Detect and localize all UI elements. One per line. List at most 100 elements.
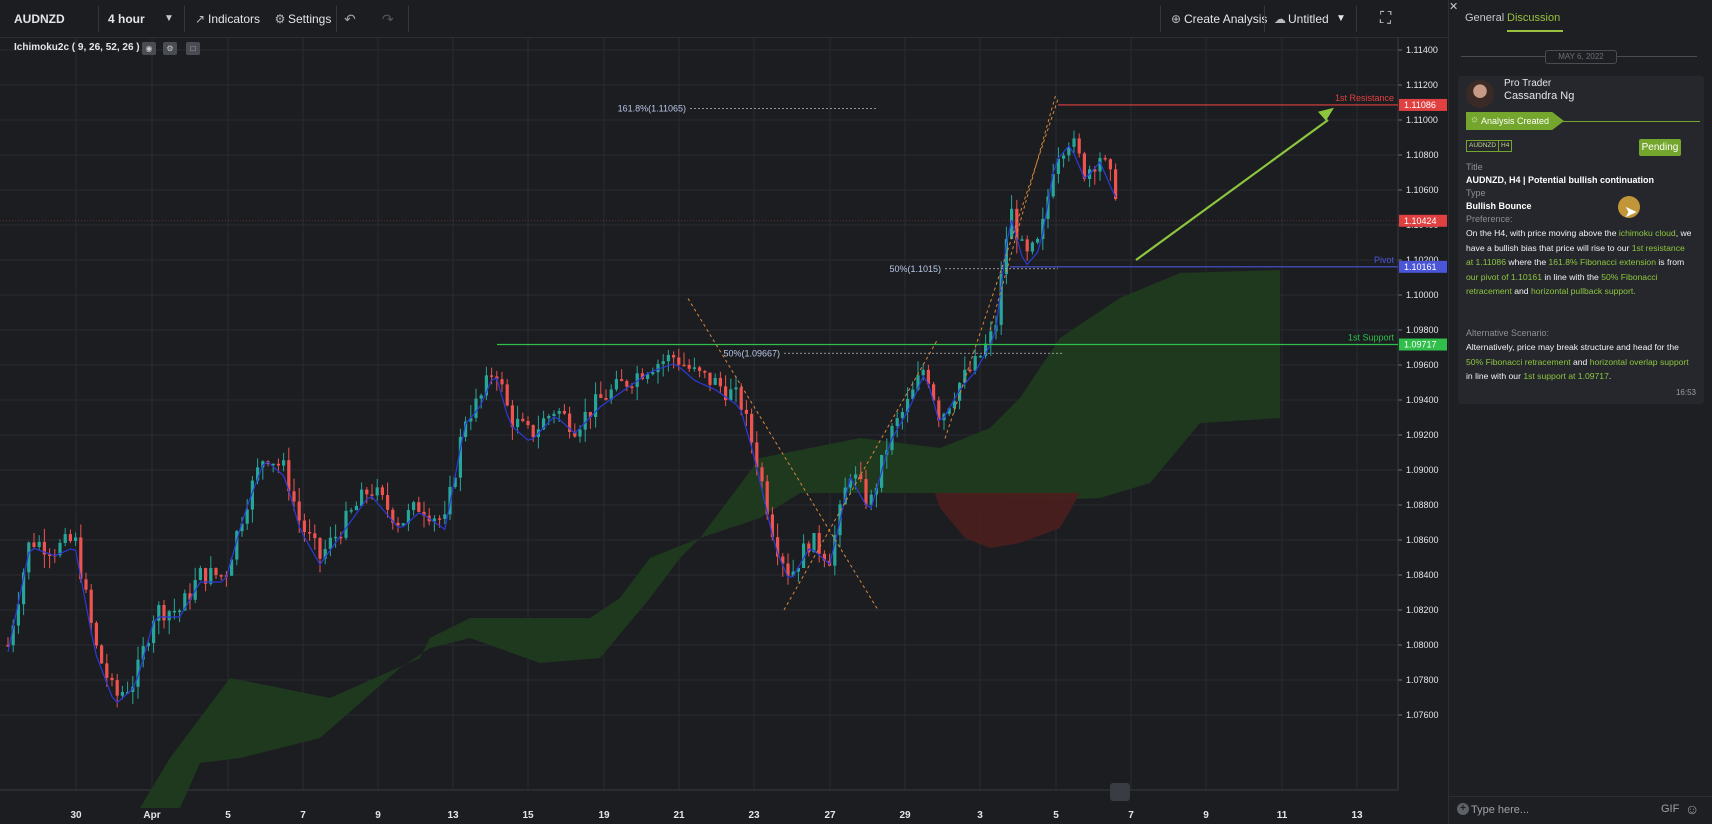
candle-body (58, 542, 62, 556)
candle-body (230, 559, 234, 576)
chevron-down-icon[interactable]: ▼ (164, 13, 174, 24)
candle-body (1114, 169, 1118, 200)
date-axis-label: 13 (1351, 810, 1363, 821)
candle-body (640, 373, 644, 379)
date-axis-label: 5 (1053, 810, 1059, 821)
candle-body (16, 604, 20, 626)
candle-body (791, 571, 795, 576)
emoji-icon[interactable]: ☺ (1685, 801, 1700, 817)
chart-canvas[interactable]: 30 Apr 5 7 9 13 15 19 21 23 27 29 3 5 7 9 11 13 1.11400 1.1… (0, 38, 1448, 824)
candle-body (464, 421, 468, 437)
fib-tool-diagonal (783, 338, 939, 611)
candle-body (635, 373, 639, 387)
candle-body (334, 536, 338, 539)
candle-body (599, 394, 603, 398)
candle-body (958, 382, 962, 401)
cloud-upload-icon: ☁ (1274, 12, 1286, 26)
candle-body (921, 369, 925, 376)
candle-body (89, 589, 93, 623)
candle-body (796, 567, 800, 572)
candle-body (760, 467, 764, 482)
candle-body (308, 531, 312, 534)
eye-icon[interactable]: ◉ (142, 42, 156, 55)
plus-icon[interactable]: + (1457, 803, 1469, 815)
candle-body (505, 384, 509, 406)
trash-icon[interactable]: □ (186, 42, 200, 55)
create-analysis-button[interactable]: ⊕ Create Analysis (1168, 6, 1267, 32)
create-analysis-label: Create Analysis (1184, 12, 1268, 26)
candle-body (713, 377, 717, 385)
analysis-comment-card: Pro Trader Cassandra Ng ☼ Analysis Creat… (1458, 76, 1704, 404)
candle-body (469, 417, 473, 422)
chevron-down-icon[interactable]: ▼ (1336, 13, 1346, 24)
indicators-button[interactable]: ↗ Indicators (192, 6, 260, 32)
type-label: Type (1466, 188, 1486, 198)
candle-body (1072, 138, 1076, 147)
candle-body (666, 354, 670, 362)
author-name[interactable]: Cassandra Ng (1504, 90, 1575, 102)
tab-general[interactable]: General (1465, 12, 1505, 24)
price-axis-label: 1.07600 (1406, 710, 1439, 720)
settings-button[interactable]: ⚙ Settings (272, 6, 332, 32)
candle-body (531, 425, 535, 438)
support-price-tag (1399, 338, 1447, 351)
timeframe-selector[interactable]: 4 hour (108, 12, 145, 26)
settings-label: Settings (288, 12, 332, 26)
candle-body (916, 375, 920, 390)
text-run: where the (1505, 257, 1549, 268)
fullscreen-icon[interactable]: ⛶ (1380, 10, 1392, 27)
candle-body (240, 523, 244, 532)
candle-body (276, 463, 280, 466)
resistance-level-label: 1st Resistance (1335, 93, 1394, 103)
candle-body (37, 541, 41, 547)
avatar[interactable] (1466, 80, 1494, 108)
candle-body (84, 579, 88, 590)
candle-body (1036, 239, 1040, 243)
candle-body (937, 400, 941, 421)
undo-icon[interactable]: ↶ (344, 11, 356, 27)
candle-body (396, 522, 400, 526)
tab-discussion[interactable]: Discussion (1507, 12, 1561, 24)
candle-body (157, 605, 161, 621)
message-input[interactable] (1471, 801, 1621, 819)
candle-body (661, 361, 665, 365)
price-axis-label: 1.11400 (1406, 45, 1438, 55)
candle-body (1098, 158, 1102, 172)
candle-body (484, 375, 488, 396)
candle-body (625, 381, 629, 387)
candle-body (27, 542, 31, 573)
support-price-label: 1.09717 (1404, 340, 1437, 350)
candle-body (1108, 159, 1112, 170)
current-price-label: 1.10424 (1404, 216, 1437, 226)
layout-selector[interactable]: ☁ Untitled (1272, 6, 1329, 32)
highlighted-text: ichimoku cloud (1618, 228, 1676, 238)
candle-body (401, 523, 405, 526)
candle-body (115, 680, 119, 696)
highlighted-text: horizontal pullback support. (1530, 286, 1636, 297)
candle-body (859, 474, 863, 480)
candle-body (583, 411, 587, 430)
price-chart[interactable]: 30 Apr 5 7 9 13 15 19 21 23 27 29 3 5 7 9 11 13 1.11400 1.1… (0, 38, 1448, 824)
date-axis-label: 5 (225, 810, 231, 821)
symbol-selector[interactable]: AUDNZD (14, 12, 65, 26)
candle-body (172, 610, 176, 613)
toolbar-divider (98, 6, 99, 32)
redo-icon[interactable]: ↷ (382, 11, 394, 27)
candle-body (422, 511, 426, 516)
date-axis-label: 21 (673, 810, 685, 821)
candle-body (968, 369, 972, 372)
candle-body (848, 478, 852, 488)
gif-button[interactable]: GIF (1661, 803, 1680, 815)
text-run: On the H4, with price moving above the (1466, 228, 1619, 238)
candle-body (32, 542, 36, 547)
gear-icon[interactable]: ⚙ (163, 42, 177, 55)
candle-body (432, 518, 436, 522)
highlighted-text: 161.8% Fibonacci extension (1548, 257, 1657, 268)
candle-body (1030, 242, 1034, 252)
pending-button[interactable]: Pending (1639, 139, 1681, 156)
close-icon[interactable]: ✕ (1449, 1, 1459, 13)
cursor-highlight (1618, 196, 1640, 218)
candle-body (443, 514, 447, 519)
candle-body (802, 543, 806, 568)
